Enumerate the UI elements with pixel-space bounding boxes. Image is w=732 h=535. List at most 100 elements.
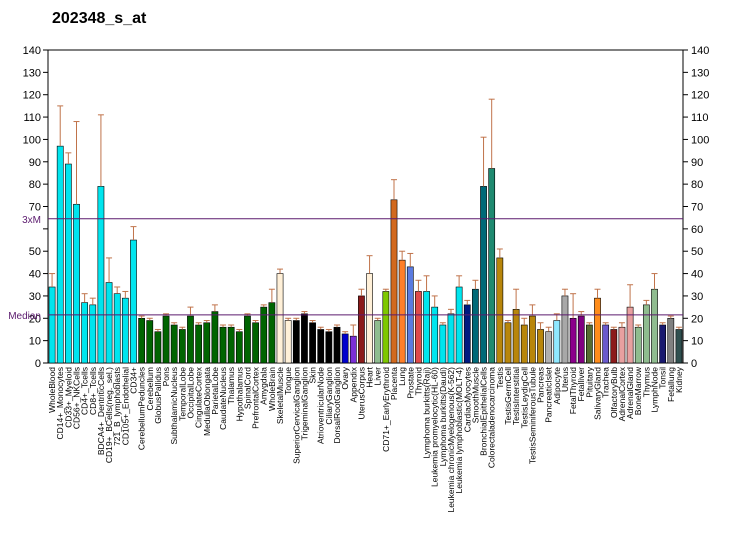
- category-label: Pons: [161, 367, 171, 386]
- bar: [431, 306, 439, 364]
- bar: [333, 326, 341, 364]
- left-axis-tick-label: 10: [29, 336, 41, 348]
- category-label: AtrioventricularNode: [316, 367, 326, 444]
- bar: [73, 203, 80, 364]
- category-label: Testis: [495, 367, 505, 389]
- bar: [594, 297, 601, 364]
- bar: [366, 273, 373, 364]
- category-label: Pituitary: [584, 366, 594, 397]
- left-axis-tick-label: 0: [35, 358, 41, 370]
- bar: [553, 320, 561, 364]
- bar: [602, 324, 610, 364]
- bar: [227, 326, 235, 364]
- left-axis-tick-label: 90: [29, 157, 41, 169]
- bar: [390, 199, 398, 364]
- bar: [317, 329, 325, 364]
- bar: [105, 282, 113, 364]
- bar: [561, 295, 569, 364]
- category-label: AdrenalCortex: [617, 366, 627, 421]
- right-axis-tick-label: 10: [691, 336, 703, 348]
- bar: [651, 288, 658, 364]
- right-axis-tick-label: 140: [691, 45, 709, 57]
- category-label: Liver: [373, 367, 383, 386]
- category-label: Lymphoma burkitts(Raji): [422, 367, 432, 459]
- category-label: Tongue: [283, 367, 293, 395]
- category-label: CD19+_BCells(neg._sel.): [104, 367, 114, 463]
- left-axis-tick-label: 110: [23, 112, 41, 124]
- category-label: CaudateNucleus: [218, 367, 228, 430]
- bar: [301, 313, 308, 364]
- reference-line-label: Median: [8, 311, 41, 322]
- right-axis-tick-label: 60: [691, 224, 703, 236]
- bar: [325, 331, 333, 364]
- category-label: 721_B_lymphoblasts: [112, 367, 122, 446]
- right-axis-tick-label: 100: [691, 134, 709, 146]
- bar: [292, 320, 300, 364]
- bar: [48, 286, 56, 364]
- bar: [586, 324, 593, 364]
- bar: [309, 322, 316, 364]
- bar: [121, 297, 129, 364]
- category-label: ParietalLobe: [210, 367, 220, 415]
- category-label: Ovary: [340, 366, 350, 389]
- bar: [268, 302, 276, 364]
- category-label: CD71+_EarlyErythroid: [381, 367, 391, 452]
- bar: [113, 293, 121, 364]
- bar: [219, 326, 227, 364]
- bar: [447, 313, 455, 364]
- category-label: TestisSeminiferousTubule: [527, 367, 537, 464]
- bar: [537, 329, 544, 364]
- right-axis-tick-label: 70: [691, 202, 703, 214]
- category-label: Skin: [308, 367, 318, 384]
- category-label: CerebellumPeduncles: [137, 367, 147, 450]
- bar: [358, 295, 365, 364]
- bar: [398, 259, 406, 364]
- category-label: OlfactoryBulb: [609, 367, 619, 418]
- category-label: Tonsil: [658, 367, 668, 389]
- bar: [463, 304, 471, 364]
- right-axis-tick-label: 120: [691, 90, 709, 102]
- bar: [455, 286, 463, 364]
- bar: [504, 322, 512, 364]
- category-label: CD4+_Tcells: [80, 367, 90, 415]
- left-axis-tick-label: 70: [29, 202, 41, 214]
- category-label: Adipocyte: [552, 367, 562, 405]
- bar: [415, 291, 422, 364]
- bar: [349, 335, 357, 364]
- category-label: Uterus: [560, 367, 570, 392]
- right-axis-tick-label: 110: [691, 112, 709, 124]
- right-axis-tick-label: 50: [691, 246, 703, 258]
- category-label: UterusCorpus: [356, 367, 366, 419]
- category-label: CD8+_Tcells: [88, 367, 98, 415]
- category-label: TemporalLobe: [177, 367, 187, 421]
- left-axis-tick-label: 40: [29, 269, 41, 281]
- bar: [512, 309, 520, 364]
- bar: [382, 291, 390, 364]
- bar: [276, 273, 284, 364]
- category-label: Kidney: [674, 366, 684, 393]
- bar: [89, 304, 97, 364]
- bar: [130, 239, 137, 364]
- bar: [252, 322, 259, 364]
- category-label: SkeletalMuscle: [275, 367, 285, 424]
- bar: [520, 324, 528, 364]
- left-axis-tick-label: 50: [29, 246, 41, 258]
- bar: [529, 315, 536, 364]
- bar: [56, 145, 64, 364]
- category-label: PrefrontalCortex: [251, 366, 261, 429]
- bar: [341, 333, 349, 364]
- category-label: WholeBlood: [47, 367, 57, 413]
- category-label: CingulateCortex: [194, 366, 204, 428]
- bar: [618, 326, 626, 364]
- bar: [569, 317, 577, 364]
- category-label: Amygdala: [259, 367, 269, 405]
- bar: [146, 320, 154, 364]
- reference-line-label: 3xM: [22, 215, 41, 226]
- left-axis-tick-label: 140: [23, 45, 41, 57]
- bar: [439, 324, 447, 364]
- category-label: CD34+: [128, 367, 138, 394]
- bar: [97, 186, 105, 364]
- category-label: SuperiorCervicalGanglion: [291, 367, 301, 464]
